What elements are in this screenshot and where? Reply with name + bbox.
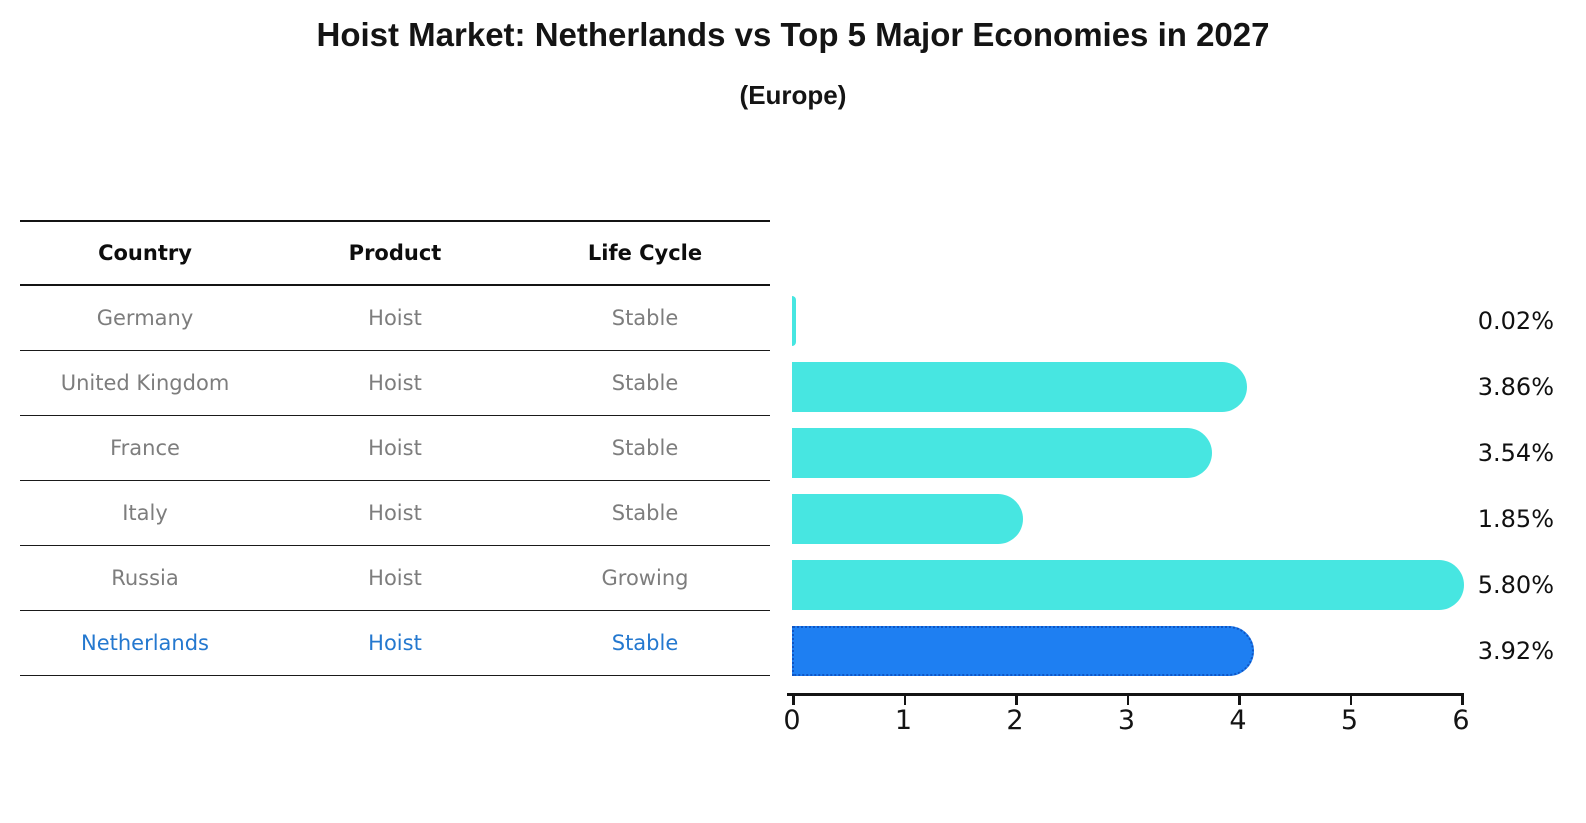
cell-country: Netherlands: [80, 631, 209, 655]
table-row: United Kingdom Hoist Stable: [20, 351, 770, 416]
x-tick-label: 0: [783, 705, 801, 736]
country-table: Country Product Life Cycle Germany Hoist…: [20, 220, 770, 676]
cell-product: Hoist: [368, 306, 422, 330]
x-axis: [787, 693, 1464, 696]
table-header-row: Country Product Life Cycle: [20, 222, 770, 286]
x-tick: [1461, 696, 1464, 705]
bar-germany: [792, 296, 796, 346]
x-tick: [1015, 696, 1018, 705]
bar-france: [792, 428, 1212, 478]
cell-life-cycle: Stable: [611, 631, 679, 655]
x-tick-label: 1: [894, 705, 913, 736]
cell-life-cycle: Stable: [611, 371, 679, 395]
value-label-france: 3.54%: [1477, 439, 1554, 467]
cell-country: Germany: [96, 306, 194, 330]
bar-italy: [792, 494, 1024, 544]
value-label-netherlands: 3.92%: [1477, 637, 1554, 665]
chart-subtitle: (Europe): [739, 80, 847, 110]
cell-country: France: [110, 436, 180, 460]
cell-country: Italy: [122, 501, 168, 525]
cell-product: Hoist: [368, 501, 422, 525]
table-row: Italy Hoist Stable: [20, 481, 770, 546]
cell-country: United Kingdom: [60, 371, 230, 395]
cell-life-cycle: Stable: [611, 436, 679, 460]
value-label-russia: 5.80%: [1477, 571, 1554, 599]
table-row: Russia Hoist Growing: [20, 546, 770, 611]
cell-product: Hoist: [368, 436, 422, 460]
value-label-united-kingdom: 3.86%: [1477, 373, 1554, 401]
x-tick-label: 6: [1452, 705, 1470, 736]
x-tick: [792, 696, 795, 705]
bar-russia: [792, 560, 1464, 610]
x-tick-label: 4: [1229, 705, 1247, 736]
value-label-italy: 1.85%: [1477, 505, 1554, 533]
x-tick: [1238, 696, 1241, 705]
cell-country: Russia: [111, 566, 179, 590]
cell-product: Hoist: [368, 566, 422, 590]
cell-product: Hoist: [368, 371, 422, 395]
bar-united-kingdom: [792, 362, 1248, 412]
cell-life-cycle: Growing: [601, 566, 689, 590]
x-tick-label: 5: [1340, 705, 1359, 736]
value-label-germany: 0.02%: [1477, 307, 1554, 335]
table-row-netherlands: Netherlands Hoist Stable: [20, 611, 770, 676]
header-country: Country: [98, 241, 192, 265]
x-tick-label: 2: [1006, 705, 1024, 736]
cell-life-cycle: Stable: [611, 306, 679, 330]
x-tick-label: 3: [1117, 705, 1136, 736]
bar-netherlands: [792, 626, 1255, 676]
header-product: Product: [348, 241, 442, 265]
header-life-cycle: Life Cycle: [587, 241, 703, 265]
table-row: France Hoist Stable: [20, 416, 770, 481]
x-tick: [1349, 696, 1352, 705]
table-row: Germany Hoist Stable: [20, 286, 770, 351]
x-tick: [1126, 696, 1129, 705]
chart-title: Hoist Market: Netherlands vs Top 5 Major…: [316, 16, 1270, 53]
plot-area: [792, 296, 1464, 676]
x-tick: [903, 696, 906, 705]
cell-product: Hoist: [368, 631, 422, 655]
cell-life-cycle: Stable: [611, 501, 679, 525]
